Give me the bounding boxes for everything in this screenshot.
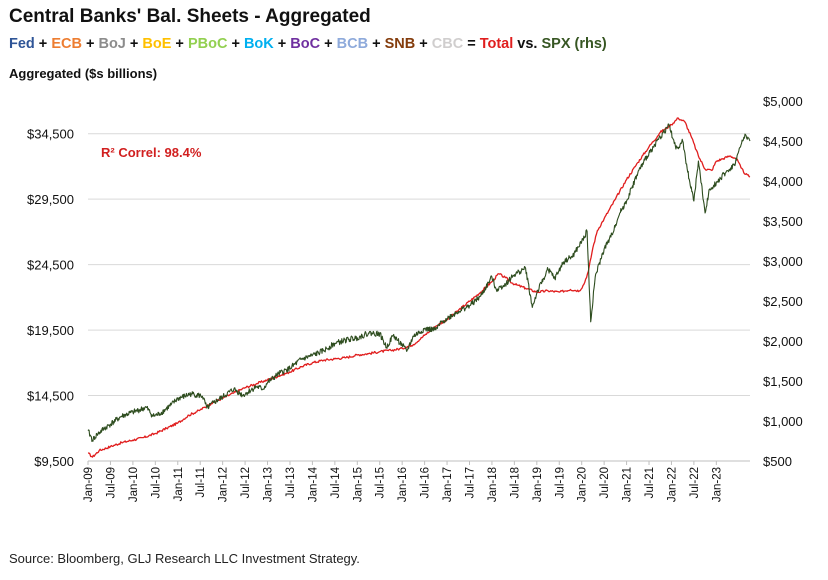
right-axis-tick: $500 <box>763 454 792 469</box>
legend-item: BoJ <box>98 36 126 52</box>
x-axis-tick: Jul-20 <box>599 467 611 498</box>
legend-item: BoK <box>243 36 274 52</box>
legend-item: + <box>34 36 52 52</box>
legend-item: = <box>463 36 480 52</box>
y-axis-label: Aggregated ($s billions) <box>9 66 158 81</box>
x-axis-tick: Jul-21 <box>644 467 656 498</box>
gridlines <box>88 133 750 462</box>
x-axis-tick: Jul-10 <box>150 467 162 498</box>
right-axis-tick: $2,000 <box>763 334 803 349</box>
x-axis-tick: Jan-20 <box>577 467 589 502</box>
legend-item: Fed <box>9 36 35 52</box>
chart-title: Central Banks' Bal. Sheets - Aggregated <box>9 6 371 27</box>
legend-item: SNB <box>384 36 416 52</box>
x-axis-tick: Jan-09 <box>83 467 95 502</box>
legend-item: + <box>368 36 385 52</box>
x-axis-tick: Jan-15 <box>352 467 364 502</box>
x-axis-tick: Jul-16 <box>420 467 432 498</box>
x-axis-tick: Jan-14 <box>307 466 319 502</box>
legend-item: ECB <box>51 36 82 52</box>
series-line-total <box>87 117 751 458</box>
series-line-spx <box>87 123 751 442</box>
legend-item: + <box>415 36 432 52</box>
right-axis-tick: $2,500 <box>763 294 803 309</box>
x-axis-tick: Jan-17 <box>442 467 454 502</box>
right-axis-tick: $1,500 <box>763 374 803 389</box>
legend-item: + <box>125 36 143 52</box>
legend-item: + <box>81 36 99 52</box>
right-axis-tick: $3,500 <box>763 214 803 229</box>
x-axis-tick: Jul-22 <box>689 467 701 498</box>
x-axis-tick: Jan-18 <box>487 467 499 502</box>
axes: $9,500 $14,500 $19,500 $24,500 $29,500 $34,50… <box>27 94 803 502</box>
x-axis-tick: Jul-11 <box>195 467 207 497</box>
x-axis-tick: Jan-11 <box>173 467 185 501</box>
x-axis-tick: Jul-19 <box>554 467 566 498</box>
legend-item: SPX (rhs) <box>541 36 607 52</box>
left-axis-tick: $14,500 <box>27 389 74 404</box>
x-axis-tick: Jul-14 <box>330 466 342 498</box>
legend-item: + <box>320 36 337 52</box>
legend-item: BoC <box>290 36 321 52</box>
legend-item: PBoC <box>187 36 228 52</box>
left-axis-tick: $34,500 <box>27 127 74 142</box>
x-axis-tick: Jul-18 <box>509 467 521 498</box>
right-axis-tick: $4,500 <box>763 134 803 149</box>
legend-item: Total <box>479 36 514 52</box>
x-axis-tick: Jul-12 <box>240 467 252 498</box>
x-axis-tick: Jan-22 <box>666 467 678 502</box>
series-layer <box>87 117 751 458</box>
x-axis-tick: Jan-16 <box>397 467 409 502</box>
legend-item: BoE <box>142 36 172 52</box>
x-axis-tick: Jul-13 <box>285 467 297 498</box>
x-axis-tick: Jan-10 <box>128 467 140 502</box>
x-axis-tick: Jul-15 <box>375 467 387 498</box>
x-axis-tick: Jul-09 <box>105 467 117 498</box>
x-axis-tick: Jan-12 <box>218 467 230 502</box>
legend: Fed + ECB + BoJ + BoE + PBoC + BoK + BoC… <box>9 36 607 52</box>
source-note: Source: Bloomberg, GLJ Research LLC Inve… <box>9 551 360 566</box>
legend-item: + <box>227 36 244 52</box>
left-axis-tick: $9,500 <box>34 454 74 469</box>
x-axis-tick: Jan-19 <box>532 467 544 502</box>
legend-item: BCB <box>336 36 369 52</box>
right-axis-tick: $5,000 <box>763 94 803 109</box>
correlation-annotation: R² Correl: 98.4% <box>101 145 202 160</box>
left-axis-tick: $19,500 <box>27 323 74 338</box>
x-axis-tick: Jul-17 <box>464 467 476 498</box>
legend-item: + <box>171 36 188 52</box>
x-axis-tick: Jan-13 <box>263 467 275 502</box>
left-axis-tick: $24,500 <box>27 258 74 273</box>
x-axis-tick: Jan-23 <box>711 467 723 502</box>
legend-item: CBC <box>431 36 464 52</box>
right-axis-tick: $3,000 <box>763 254 803 269</box>
legend-item: vs. <box>513 36 542 52</box>
legend-item: + <box>273 36 291 52</box>
right-axis-tick: $4,000 <box>763 174 803 189</box>
right-axis-tick: $1,000 <box>763 414 803 429</box>
x-axis-tick: Jan-21 <box>622 467 634 502</box>
left-axis-tick: $29,500 <box>27 192 74 207</box>
